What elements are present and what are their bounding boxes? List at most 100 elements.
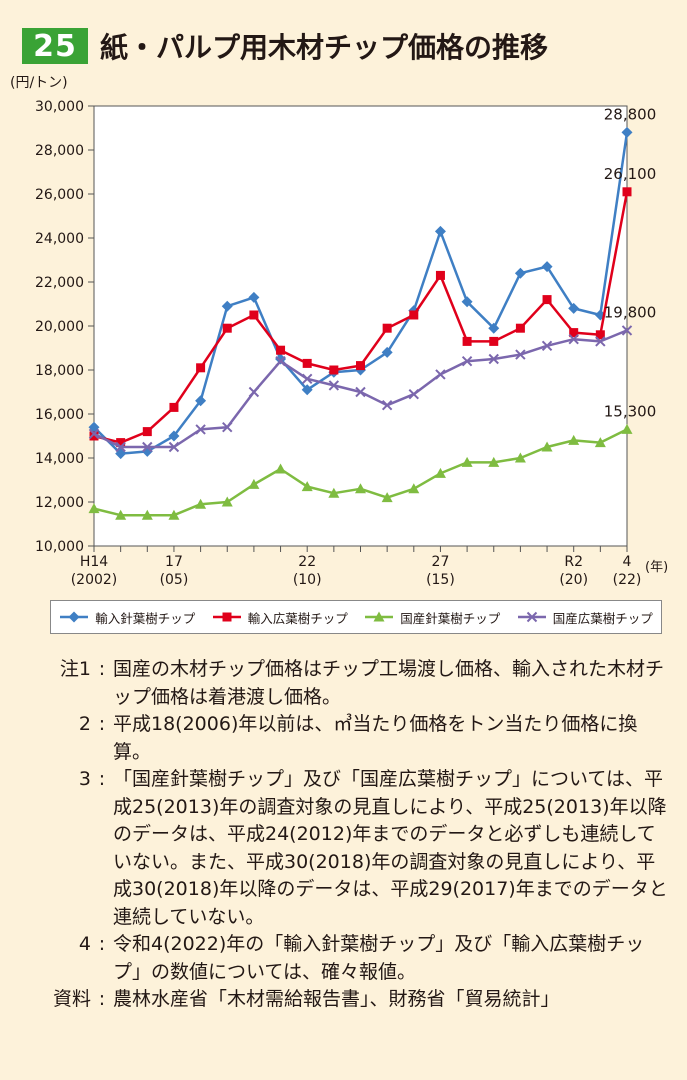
legend-label: 輸入針葉樹チップ (95, 610, 196, 626)
note-separator: : (98, 658, 106, 680)
data-point-0-17 (541, 261, 553, 273)
data-point-3-11 (381, 399, 393, 411)
data-point-1-6 (249, 310, 259, 320)
data-point-0-15 (488, 322, 500, 334)
data-point-2-8 (301, 481, 313, 492)
note-item: 4: 令和4(2022)年の「輸入針葉樹チップ」及び「輸入広葉樹チップ」の数値につ… (20, 931, 670, 986)
data-point-1-14 (462, 336, 472, 346)
y-tick-label: 30,000 (35, 99, 84, 115)
y-axis-label: (円/トン) (10, 75, 68, 91)
data-point-1-9 (329, 365, 339, 375)
data-point-2-1 (115, 509, 127, 520)
data-label-0: 28,800 (604, 105, 657, 123)
data-point-3-15 (488, 353, 499, 365)
data-point-3-2 (142, 441, 153, 453)
data-point-2-6 (248, 478, 260, 489)
x-tick-sublabel: (2002) (71, 572, 118, 588)
x-tick-label: 17 (165, 554, 183, 570)
data-point-2-20 (621, 423, 633, 434)
data-point-2-12 (408, 483, 420, 494)
data-point-1-7 (276, 345, 286, 355)
data-point-3-0 (88, 428, 100, 440)
data-point-3-4 (195, 424, 206, 435)
legend-swatch-icon (212, 612, 241, 622)
data-point-2-15 (488, 456, 500, 467)
data-point-0-3 (168, 430, 180, 442)
x-tick-label: 27 (432, 554, 450, 570)
data-point-1-17 (542, 295, 552, 305)
y-tick-label: 18,000 (35, 363, 84, 379)
legend-label: 輸入広葉樹チップ (247, 610, 348, 626)
data-point-0-14 (461, 296, 473, 308)
data-point-1-15 (489, 336, 499, 346)
data-label-2: 19,800 (604, 303, 657, 321)
x-tick-label: 4 (623, 554, 632, 570)
data-point-0-11 (381, 346, 393, 358)
data-point-2-4 (195, 498, 207, 509)
x-tick-sublabel: (20) (559, 572, 588, 588)
data-point-3-8 (301, 373, 313, 385)
note-item: 3: 「国産針葉樹チップ」及び「国産広葉樹チップ」については、平成25(2013)… (20, 766, 670, 931)
x-axis-label: (年) (645, 560, 668, 575)
data-point-1-1 (116, 438, 126, 448)
data-point-1-4 (196, 363, 206, 373)
data-point-0-6 (248, 291, 260, 303)
data-point-1-11 (382, 323, 392, 333)
data-point-1-10 (356, 361, 365, 371)
data-point-3-3 (168, 441, 180, 453)
note-text: 農林水産省「木材需給報告書」、財務省「貿易統計」 (113, 988, 560, 1010)
x-tick-label: 22 (298, 554, 316, 570)
data-point-0-16 (514, 267, 526, 279)
note-label: 資料 (52, 988, 91, 1010)
data-point-3-7 (275, 355, 286, 367)
chart-legend: 輸入針葉樹チップ 輸入広葉樹チップ 国産針葉樹チップ 国産広葉樹チップ (50, 600, 662, 634)
y-tick-label: 24,000 (35, 231, 84, 247)
note-label: 2 (78, 713, 91, 735)
y-tick-label: 14,000 (35, 451, 84, 467)
x-tick-sublabel: (10) (293, 572, 322, 588)
data-point-3-16 (515, 349, 526, 360)
data-point-1-18 (569, 328, 579, 338)
data-point-3-19 (595, 336, 606, 347)
data-point-0-18 (568, 302, 580, 314)
y-tick-label: 26,000 (35, 187, 84, 203)
y-tick-label: 28,000 (35, 143, 84, 159)
data-point-1-0 (89, 431, 99, 441)
note-text: 令和4(2022)年の「輸入針葉樹チップ」及び「輸入広葉樹チップ」の数値について… (113, 933, 645, 983)
data-point-3-9 (328, 380, 340, 391)
x-tick-sublabel: (22) (613, 572, 642, 588)
legend-swatch-icon (517, 611, 546, 623)
data-point-1-19 (595, 330, 605, 340)
data-point-2-2 (141, 509, 153, 520)
data-point-1-13 (435, 270, 445, 280)
data-point-2-19 (594, 437, 606, 448)
x-tick-label: H14 (80, 554, 108, 570)
figure-header: 25 紙・パルプ用木材チップ価格の推移 (22, 26, 548, 66)
data-point-1-20 (622, 187, 632, 197)
data-point-2-17 (541, 441, 553, 452)
note-item: 注1: 国産の木材チップ価格はチップ工場渡し価格、輸入された木材チップ価格は着港渡… (20, 656, 670, 711)
data-point-2-9 (328, 487, 340, 498)
data-point-0-8 (301, 384, 313, 396)
data-point-1-2 (142, 427, 152, 437)
figure-title: 紙・パルプ用木材チップ価格の推移 (100, 31, 549, 64)
legend-marker (373, 611, 385, 622)
data-point-3-20 (621, 325, 633, 336)
note-text: 平成18(2006)年以前は、㎥当たり価格をトン当たり価格に換算。 (113, 713, 638, 763)
data-point-1-12 (409, 310, 419, 320)
data-point-3-10 (355, 386, 366, 398)
data-point-2-13 (434, 467, 446, 478)
data-point-3-12 (408, 388, 420, 400)
data-point-1-8 (302, 358, 312, 368)
legend-item-0: 輸入針葉樹チップ (59, 608, 195, 627)
legend-swatch-icon (60, 611, 89, 623)
legend-swatch-icon (365, 611, 394, 622)
legend-label: 国産広葉樹チップ (552, 610, 653, 626)
data-point-2-3 (168, 509, 180, 520)
x-tick-sublabel: (05) (160, 572, 189, 588)
y-tick-label: 16,000 (35, 407, 84, 423)
data-point-3-18 (568, 333, 579, 345)
note-label: 3 (78, 768, 91, 790)
legend-marker (68, 611, 80, 623)
y-tick-label: 22,000 (35, 275, 84, 291)
